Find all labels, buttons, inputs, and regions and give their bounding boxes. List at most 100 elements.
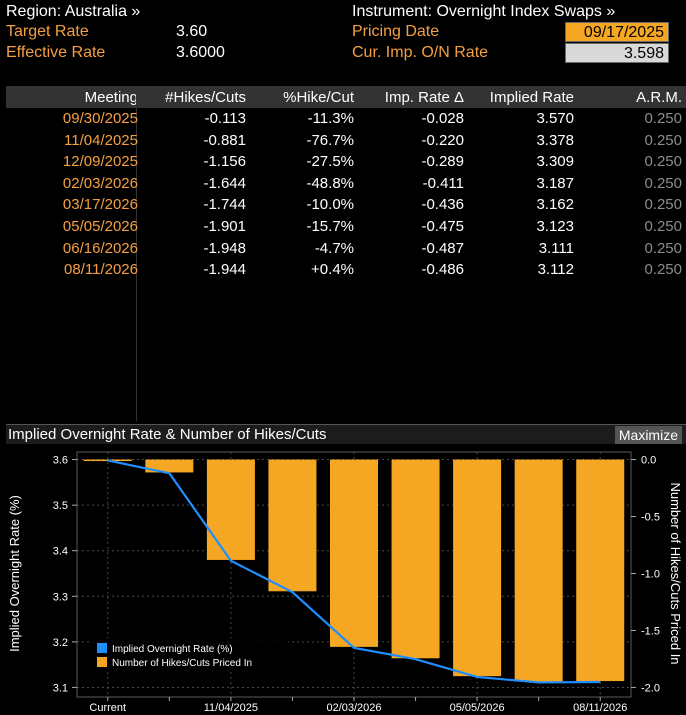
hikes-cuts-value: -1.944 — [203, 261, 246, 279]
table-row[interactable]: 03/17/2026 -1.744 -10.0% -0.436 3.162 0.250 — [6, 194, 686, 216]
y-right-tick-label: -0.5 — [641, 512, 660, 524]
y-right-tick-label: 0.0 — [641, 455, 656, 467]
implied-rate-value: 3.162 — [536, 196, 574, 214]
meetings-table: Meeting #Hikes/Cuts %Hike/Cut Imp. Rate … — [6, 86, 686, 421]
arm-value: 0.250 — [644, 110, 682, 127]
col-imp-rate-delta[interactable]: Imp. Rate Δ — [384, 89, 464, 106]
region-selector[interactable]: Region: Australia » — [6, 3, 141, 20]
y-left-axis-title: Implied Overnight Rate (%) — [7, 495, 22, 652]
x-tick-label: 02/03/2026 — [326, 702, 381, 714]
table-row[interactable]: 12/09/2025 -1.156 -27.5% -0.289 3.309 0.250 — [6, 151, 686, 173]
imp-rate-delta-value: -0.220 — [421, 131, 464, 149]
implied-rate-value: 3.378 — [536, 131, 574, 149]
y-left-tick-label: 3.3 — [53, 591, 68, 603]
meeting-date: 03/17/2026 — [62, 196, 138, 214]
y-right-tick-label: -2.0 — [641, 682, 660, 694]
bar-hikes-cuts — [453, 459, 502, 677]
col-meeting[interactable]: Meeting — [84, 89, 138, 106]
imp-rate-delta-value: -0.487 — [421, 239, 464, 257]
pricing-date-label: Pricing Date — [352, 23, 440, 40]
pct-hike-cut-value: -76.7% — [306, 131, 354, 149]
arm-value: 0.250 — [644, 131, 682, 149]
legend-box — [92, 638, 288, 670]
legend-swatch-bar — [97, 657, 107, 667]
imp-rate-delta-value: -0.436 — [421, 196, 464, 214]
y-left-tick-label: 3.6 — [53, 455, 68, 467]
cur-imp-rate-label: Cur. Imp. O/N Rate — [352, 44, 489, 61]
arm-value: 0.250 — [644, 153, 682, 171]
arm-value: 0.250 — [644, 218, 682, 235]
implied-rate-value: 3.309 — [536, 153, 574, 171]
table-row[interactable]: 05/05/2026 -1.901 -15.7% -0.475 3.123 0.250 — [6, 216, 686, 238]
hikes-cuts-value: -1.156 — [203, 153, 246, 171]
rates-chart: 3.6 3.5 3.4 3.3 3.2 3.1 0.0 -0.5 -1.0 -1.5 -2.0 Cur… — [7, 451, 683, 714]
bar-hikes-cuts — [329, 459, 379, 647]
implied-rate-value: 3.570 — [536, 110, 574, 127]
pct-hike-cut-value: +0.4% — [311, 261, 354, 279]
table-row[interactable]: 11/04/2025 -0.881 -76.7% -0.220 3.378 0.250 — [6, 130, 686, 152]
x-tick-label: Current — [89, 702, 126, 714]
bar-hikes-cuts — [83, 459, 132, 462]
x-tick-label: 08/11/2026 — [573, 702, 627, 714]
instrument-selector[interactable]: Instrument: Overnight Index Swaps » — [352, 3, 616, 20]
hikes-cuts-value: -0.881 — [203, 131, 246, 149]
meeting-date: 05/05/2026 — [62, 218, 138, 235]
table-row[interactable]: 02/03/2026 -1.644 -48.8% -0.411 3.187 0.250 — [6, 173, 686, 195]
y-right-tick-label: -1.5 — [641, 625, 660, 637]
y-left-tick-label: 3.2 — [53, 637, 68, 649]
col-implied-rate[interactable]: Implied Rate — [489, 89, 574, 106]
imp-rate-delta-value: -0.289 — [421, 153, 464, 171]
pct-hike-cut-value: -10.0% — [306, 196, 354, 214]
legend-label-line: Implied Overnight Rate (%) — [112, 644, 233, 655]
imp-rate-delta-value: -0.486 — [421, 261, 464, 279]
implied-rate-line — [107, 459, 601, 684]
y-left-tick-label: 3.1 — [53, 682, 68, 694]
hikes-cuts-bars — [83, 459, 625, 682]
pct-hike-cut-value: -11.3% — [307, 110, 354, 127]
meeting-date: 06/16/2026 — [62, 239, 138, 257]
col-pct-hike-cut[interactable]: %Hike/Cut — [283, 89, 354, 106]
imp-rate-delta-value: -0.475 — [421, 218, 464, 235]
arm-value: 0.250 — [644, 174, 682, 192]
hikes-cuts-value: -1.901 — [203, 218, 246, 235]
meeting-date: 08/11/2026 — [64, 261, 138, 279]
pct-hike-cut-value: -27.5% — [306, 153, 354, 171]
col-hikes-cuts[interactable]: #Hikes/Cuts — [165, 89, 246, 106]
table-row[interactable]: 06/16/2026 -1.948 -4.7% -0.487 3.111 0.250 — [6, 238, 686, 260]
table-row[interactable]: 08/11/2026 -1.944 +0.4% -0.486 3.112 0.250 — [6, 259, 686, 281]
bar-hikes-cuts — [206, 459, 255, 560]
pricing-date-input[interactable]: 09/17/2025 — [565, 22, 669, 42]
cur-imp-rate-value: 3.598 — [565, 43, 669, 63]
column-divider — [136, 87, 137, 421]
bar-hikes-cuts — [576, 459, 625, 682]
meeting-date: 11/04/2025 — [64, 131, 138, 149]
bar-hikes-cuts — [268, 459, 317, 592]
hikes-cuts-value: -1.644 — [203, 174, 246, 192]
hikes-cuts-value: -1.744 — [203, 196, 246, 214]
chart-legend: Implied Overnight Rate (%) Number of Hike… — [92, 638, 288, 670]
effective-rate-label: Effective Rate — [6, 44, 106, 61]
meeting-date: 02/03/2026 — [62, 174, 138, 192]
pct-hike-cut-value: -48.8% — [306, 174, 354, 192]
arm-value: 0.250 — [644, 239, 682, 257]
chart-axes: 3.6 3.5 3.4 3.3 3.2 3.1 0.0 -0.5 -1.0 -1.5 -2.0 Cur… — [7, 455, 683, 714]
maximize-button[interactable]: Maximize — [614, 426, 682, 444]
meeting-date: 09/30/2025 — [62, 110, 138, 127]
target-rate-value: 3.60 — [176, 23, 208, 40]
implied-rate-value: 3.187 — [536, 174, 574, 192]
table-header: Meeting #Hikes/Cuts %Hike/Cut Imp. Rate … — [6, 87, 686, 108]
col-arm[interactable]: A.R.M. — [636, 89, 682, 106]
target-rate-label: Target Rate — [6, 23, 89, 40]
y-right-axis-title: Number of Hikes/Cuts Priced In — [668, 482, 683, 664]
table-row[interactable]: 09/30/2025 -0.113 -11.3% -0.028 3.570 0.250 — [6, 108, 686, 130]
chart-title: Implied Overnight Rate & Number of Hikes… — [8, 426, 327, 443]
meeting-date: 12/09/2025 — [62, 153, 138, 171]
legend-swatch-line — [97, 643, 107, 653]
y-left-tick-label: 3.5 — [53, 500, 68, 512]
chart-header: Implied Overnight Rate & Number of Hikes… — [6, 424, 686, 444]
y-left-tick-label: 3.4 — [53, 546, 68, 558]
legend-label-bar: Number of Hikes/Cuts Priced In — [112, 658, 252, 669]
imp-rate-delta-value: -0.411 — [422, 174, 464, 192]
hikes-cuts-value: -1.948 — [203, 239, 246, 257]
effective-rate-value: 3.6000 — [176, 44, 225, 61]
